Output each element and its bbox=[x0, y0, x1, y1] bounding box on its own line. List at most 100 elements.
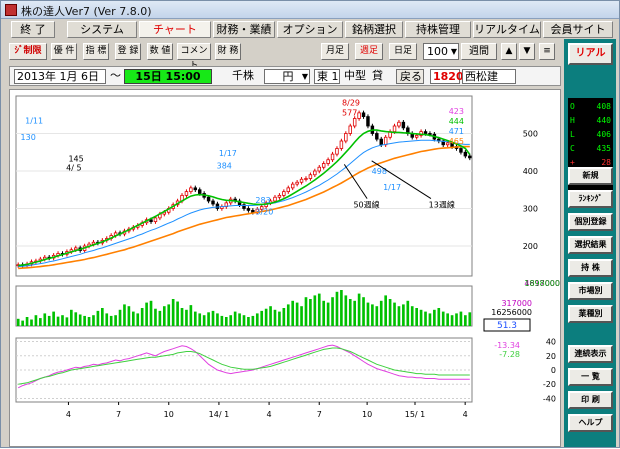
arrow-up-icon[interactable]: ▲ bbox=[501, 43, 517, 60]
candle-body bbox=[321, 163, 326, 168]
condition-button[interactable]: 優 件 bbox=[51, 43, 77, 60]
candle-body bbox=[326, 159, 330, 164]
chart-annotation: 1/11 bbox=[25, 117, 43, 126]
volume-bar bbox=[375, 306, 379, 326]
new-button[interactable]: 新規 bbox=[568, 167, 613, 185]
chart-annotation: 1/17 bbox=[219, 149, 237, 158]
register-button[interactable]: 登 録 bbox=[115, 43, 141, 60]
chart-annotation: 498 bbox=[372, 167, 387, 176]
tab-options[interactable]: オプション bbox=[277, 21, 343, 38]
stock-code[interactable]: 1820 bbox=[430, 69, 464, 84]
market-button[interactable]: 市場別 bbox=[568, 282, 613, 300]
list-button[interactable]: 一 覧 bbox=[568, 368, 613, 386]
individual-register-button[interactable]: 個別登録 bbox=[568, 213, 613, 231]
tab-exit[interactable]: 終 了 bbox=[11, 21, 55, 38]
tab-system[interactable]: システム bbox=[67, 21, 137, 38]
volume-bar bbox=[415, 308, 418, 326]
volume-bar bbox=[424, 311, 427, 326]
candle-body bbox=[193, 187, 198, 191]
selection-result-button[interactable]: 選択結果 bbox=[568, 236, 613, 254]
ma50-line bbox=[18, 145, 470, 270]
ohlc-key: O bbox=[570, 102, 575, 111]
volume-bar bbox=[464, 315, 467, 326]
comment-button[interactable]: コメント bbox=[177, 43, 211, 71]
monthly-button[interactable]: 月足 bbox=[321, 43, 349, 60]
daily-button[interactable]: 日足 bbox=[389, 43, 417, 60]
chart-annotation: 3/20 bbox=[255, 208, 273, 217]
candle-body bbox=[423, 131, 428, 134]
tab-realtime[interactable]: リアルタイム bbox=[473, 21, 541, 38]
chart-annotation: 4/ 5 bbox=[66, 163, 81, 172]
loan-label: 貸 bbox=[372, 69, 383, 82]
currency-select[interactable]: 円 ▼ bbox=[264, 69, 310, 84]
print-button[interactable]: 印 刷 bbox=[568, 391, 613, 409]
volume-bar bbox=[154, 308, 157, 326]
end-date[interactable]: 15日 15:00 bbox=[124, 69, 212, 84]
volume-bar bbox=[309, 299, 312, 326]
volume-bar bbox=[34, 315, 38, 326]
volume-bar bbox=[109, 315, 113, 326]
candle-body bbox=[414, 134, 419, 138]
volume-bar bbox=[468, 312, 472, 326]
volume-bar bbox=[87, 317, 91, 326]
tab-stock-select[interactable]: 銘柄選択 bbox=[345, 21, 403, 38]
x-tick-label: 14/ 1 bbox=[209, 410, 230, 419]
candle-body bbox=[189, 187, 193, 193]
stock-name: 西松建 bbox=[462, 69, 516, 84]
ranking-button[interactable]: ﾗﾝｷﾝｸﾞ bbox=[568, 190, 613, 208]
ohlc-value: 28 bbox=[601, 158, 611, 167]
indicator-button[interactable]: 指 標 bbox=[83, 43, 109, 60]
start-date[interactable]: 2013年 1月 6日 bbox=[14, 69, 106, 84]
tab-finance[interactable]: 財務・業績 bbox=[213, 21, 275, 38]
candle-body bbox=[299, 178, 304, 183]
menu-icon[interactable]: ≡ bbox=[539, 43, 555, 60]
volume-bar bbox=[388, 299, 392, 326]
info-bar: 2013年 1月 6日 〜 15日 15:00 千株 円 ▼ 東 1 中型 貸 戻… bbox=[9, 66, 561, 86]
volume-bar bbox=[366, 302, 370, 326]
finance-button[interactable]: 財 務 bbox=[215, 43, 241, 60]
date-tilde: 〜 bbox=[110, 69, 121, 82]
volume-bar bbox=[180, 308, 184, 326]
volume-bar bbox=[450, 315, 454, 326]
volume-bar bbox=[61, 315, 64, 326]
osc-tick-label: 0 bbox=[551, 366, 556, 375]
tab-chart[interactable]: チャート bbox=[139, 21, 211, 38]
volume-bar bbox=[247, 317, 250, 326]
x-tick-label: 15/ 1 bbox=[405, 410, 426, 419]
bar-count-select[interactable]: 100 ▼ bbox=[423, 43, 459, 60]
volume-bar bbox=[340, 290, 343, 326]
ma13-line bbox=[18, 129, 471, 267]
volume-bar bbox=[459, 311, 463, 326]
help-button[interactable]: ヘルプ bbox=[568, 414, 613, 432]
candle-body bbox=[215, 203, 220, 209]
limit-mode-button[interactable]: ｼﾞ制限 bbox=[9, 43, 47, 60]
volume-bar bbox=[437, 308, 441, 326]
candle-body bbox=[246, 208, 251, 211]
volume-bar bbox=[198, 313, 202, 326]
realtime-button[interactable]: リアル bbox=[568, 43, 613, 65]
tab-holdings[interactable]: 持株管理 bbox=[405, 21, 471, 38]
industry-button[interactable]: 業種別 bbox=[568, 305, 613, 323]
weekly-button[interactable]: 週足 bbox=[355, 43, 383, 60]
chart-annotation: 13週線 bbox=[429, 199, 455, 209]
tab-member-site[interactable]: 会員サイト bbox=[543, 21, 613, 38]
volume-pct-label: 51.3 bbox=[497, 321, 517, 331]
arrow-down-icon[interactable]: ▼ bbox=[519, 43, 535, 60]
volume-bar bbox=[353, 300, 357, 326]
ohlc-value: 435 bbox=[596, 144, 611, 153]
volume-bar bbox=[25, 317, 29, 326]
volume-bar bbox=[455, 313, 458, 326]
volume-bar bbox=[255, 313, 259, 326]
osc-tick-label: 40 bbox=[546, 338, 556, 347]
volume-bar bbox=[242, 315, 246, 326]
candle-body bbox=[286, 187, 291, 193]
values-button[interactable]: 数 値 bbox=[147, 43, 173, 60]
chart-annotation: 577 bbox=[342, 109, 357, 118]
continuous-display-button[interactable]: 連続表示 bbox=[568, 345, 613, 363]
ohlc-row: C 435 bbox=[570, 144, 611, 153]
volume-bar bbox=[207, 312, 210, 326]
x-tick-label: 4 bbox=[66, 410, 71, 419]
back-button[interactable]: 戻る bbox=[396, 69, 424, 84]
holdings-button[interactable]: 持 株 bbox=[568, 259, 613, 277]
